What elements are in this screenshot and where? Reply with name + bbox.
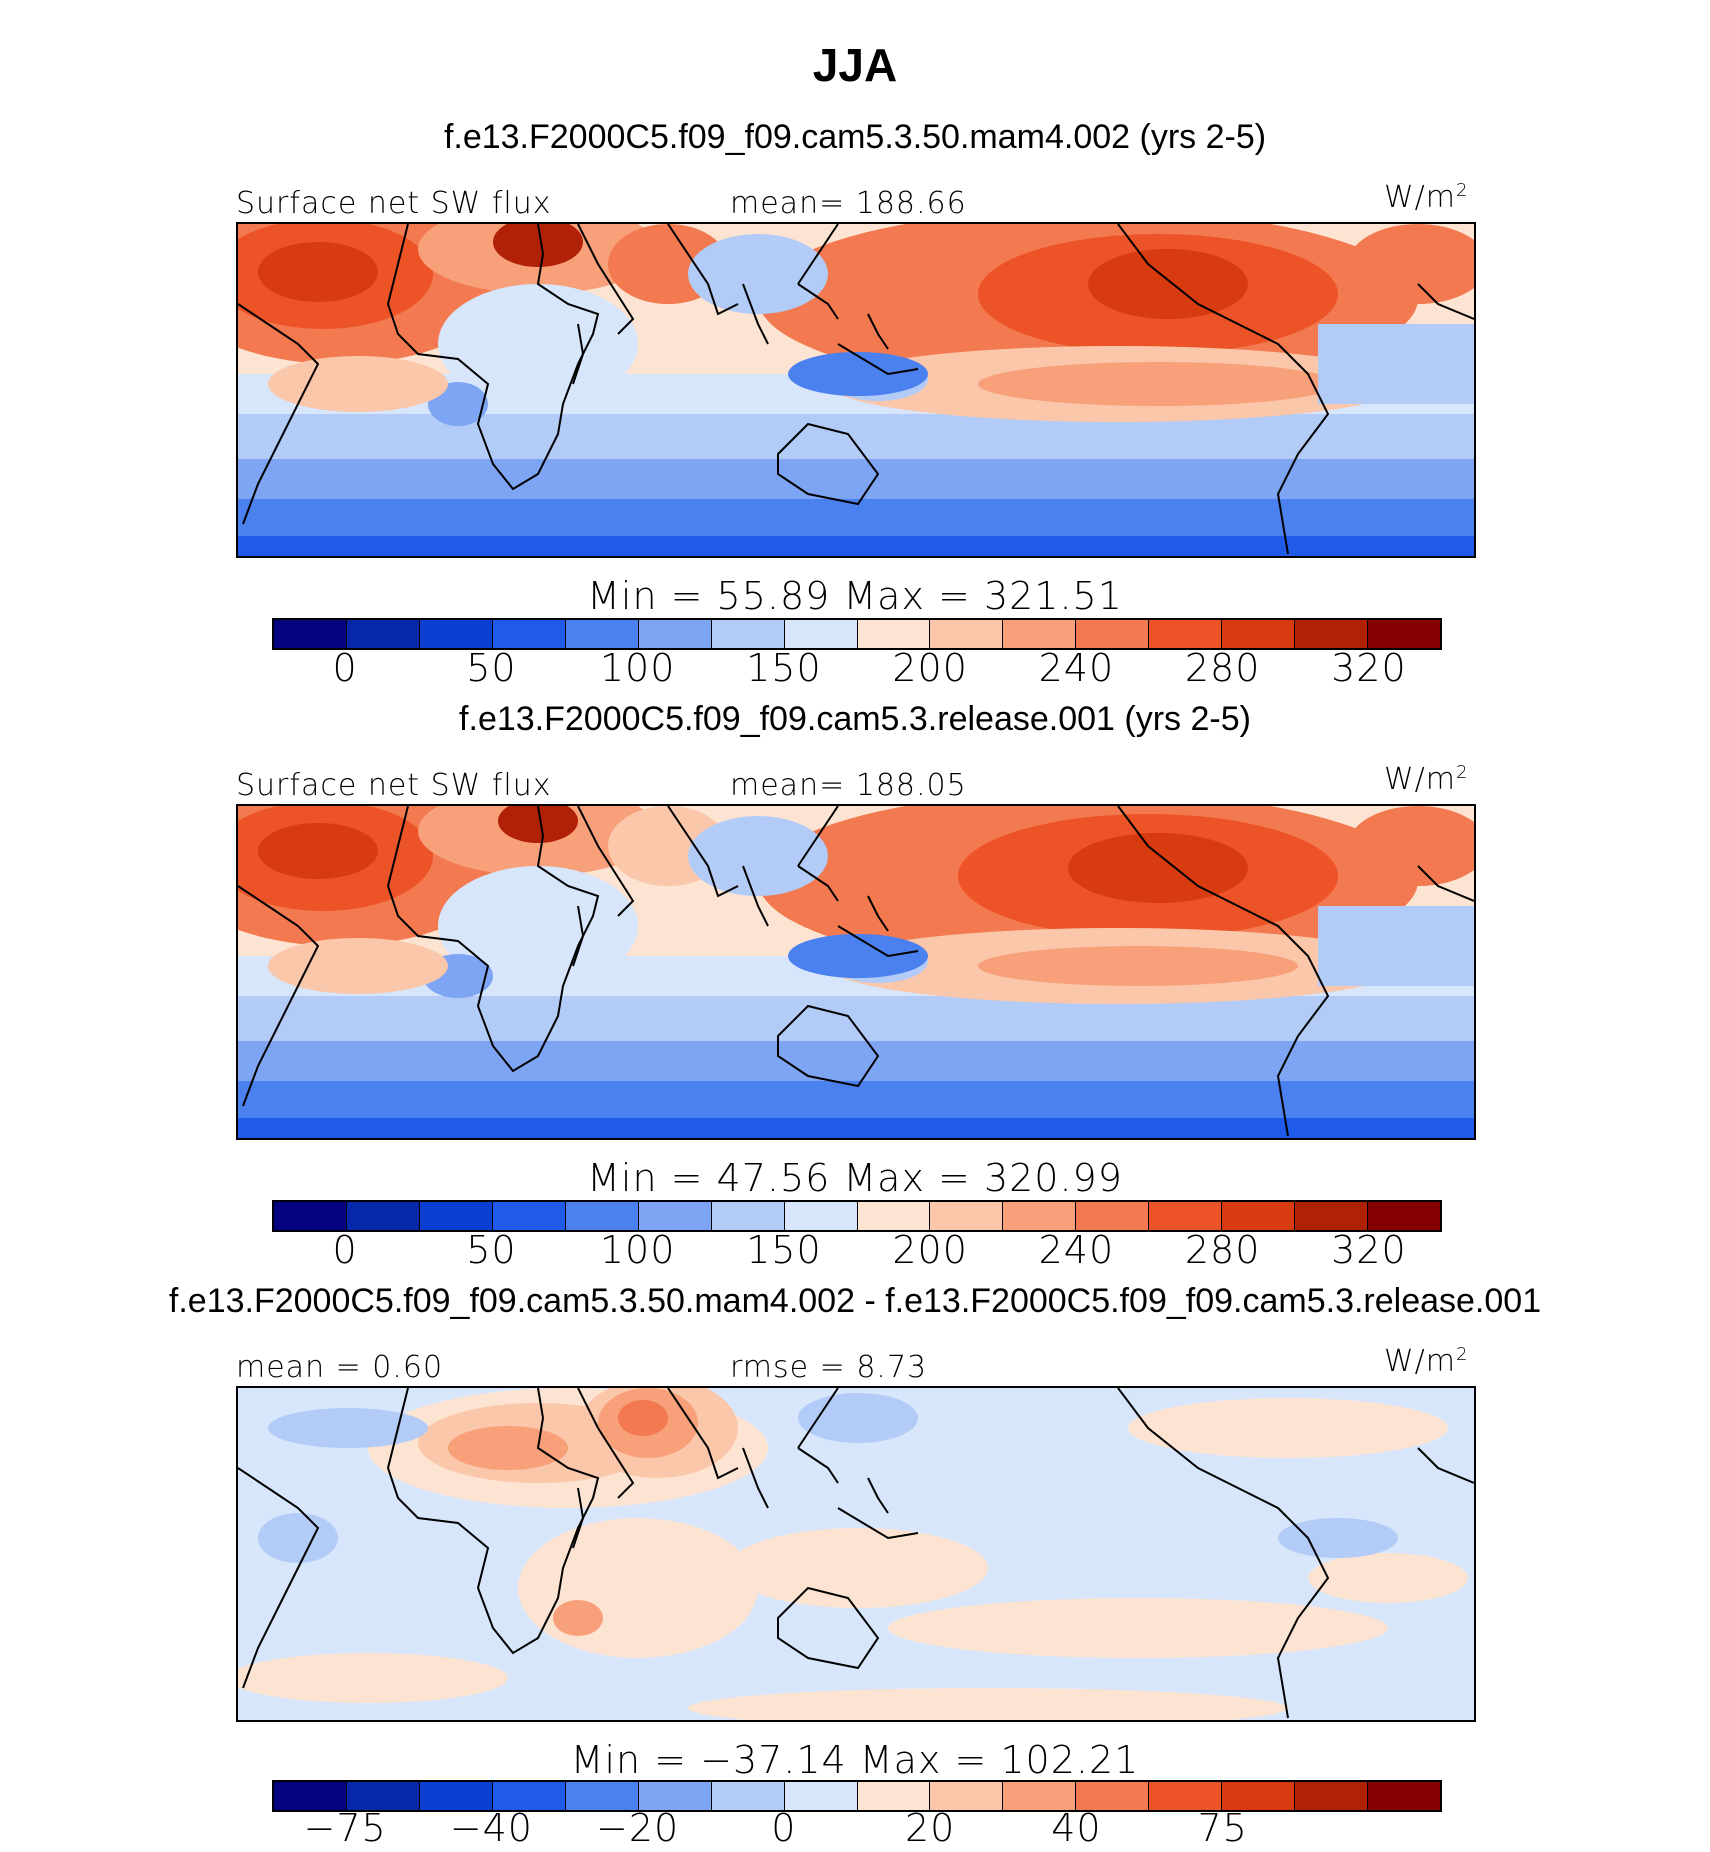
colorbar-tick-label: 40 <box>1051 1806 1102 1850</box>
colorbar-swatch <box>1148 1202 1222 1230</box>
colorbar-swatch <box>564 620 638 648</box>
colorbar-swatch <box>1075 1202 1149 1230</box>
panel-2-variable-label: Surface net SW flux <box>236 768 552 803</box>
colorbar-swatch <box>783 1782 857 1810</box>
panel-3-units: W/m2 <box>1384 1344 1469 1379</box>
panel-2-units: W/m2 <box>1384 762 1469 797</box>
colorbar-swatch <box>418 1782 492 1810</box>
colorbar-swatch <box>345 620 419 648</box>
colorbar-tick-label: 50 <box>466 646 517 690</box>
colorbar-swatch <box>564 1202 638 1230</box>
colorbar-swatch <box>564 1782 638 1810</box>
colorbar-swatch <box>1221 1782 1295 1810</box>
panel-1-colorbar-ticks: 0 50 100 150 200 240 280 320 <box>0 646 1710 696</box>
panel-2-colorbar <box>272 1200 1442 1232</box>
colorbar-swatch <box>710 1782 784 1810</box>
colorbar-swatch <box>1075 620 1149 648</box>
colorbar-swatch <box>274 1782 346 1810</box>
panel-2-mean-label: mean= 188.05 <box>730 768 967 803</box>
colorbar-tick-label: −40 <box>449 1806 533 1850</box>
colorbar-tick-label: 150 <box>746 1228 822 1272</box>
colorbar-swatch <box>1221 1202 1295 1230</box>
panel-2-colorbar-ticks: 0 50 100 150 200 240 280 320 <box>0 1228 1710 1278</box>
panel-1-variable-label: Surface net SW flux <box>236 186 552 221</box>
colorbar-tick-label: 50 <box>466 1228 517 1272</box>
panel-1-title: f.e13.F2000C5.f09_f09.cam5.3.50.mam4.002… <box>443 118 1267 156</box>
panel-2-map <box>236 804 1476 1140</box>
panel-2-min-max: Min = 47.56 Max = 320.99 <box>587 1156 1123 1200</box>
colorbar-swatch <box>345 1782 419 1810</box>
colorbar-swatch <box>929 1782 1003 1810</box>
colorbar-swatch <box>274 1202 346 1230</box>
colorbar-tick-label: 280 <box>1184 646 1261 690</box>
colorbar-swatch <box>1002 1202 1076 1230</box>
colorbar-tick-label: 320 <box>1331 1228 1407 1272</box>
colorbar-tick-label: 20 <box>904 1806 956 1850</box>
colorbar-swatch <box>710 1202 784 1230</box>
colorbar-swatch <box>491 1202 565 1230</box>
colorbar-swatch <box>929 1202 1003 1230</box>
colorbar-tick-label: 240 <box>1038 1228 1115 1272</box>
colorbar-swatch <box>783 1202 857 1230</box>
colorbar-tick-label: −75 <box>303 1806 387 1850</box>
panel-2-title: f.e13.F2000C5.f09_f09.cam5.3.release.001… <box>459 700 1251 738</box>
colorbar-swatch <box>1367 1202 1440 1230</box>
colorbar-swatch <box>491 620 565 648</box>
colorbar-swatch <box>1148 620 1222 648</box>
colorbar-tick-label: 200 <box>892 646 968 690</box>
colorbar-tick-label: 75 <box>1197 1806 1248 1850</box>
colorbar-swatch <box>1148 1782 1222 1810</box>
colorbar-swatch <box>1367 1782 1440 1810</box>
colorbar-tick-label: 0 <box>332 1228 358 1272</box>
panel-3-mean-label: mean = 0.60 <box>236 1350 444 1385</box>
colorbar-swatch <box>1294 1202 1368 1230</box>
panel-3-map <box>236 1386 1476 1722</box>
panel-3-rmse-label: rmse = 8.73 <box>730 1350 928 1385</box>
colorbar-swatch <box>1221 620 1295 648</box>
colorbar-tick-label: 280 <box>1184 1228 1261 1272</box>
colorbar-swatch <box>783 620 857 648</box>
colorbar-swatch <box>1075 1782 1149 1810</box>
colorbar-swatch <box>1294 620 1368 648</box>
panel-3-title: f.e13.F2000C5.f09_f09.cam5.3.50.mam4.002… <box>168 1282 1542 1320</box>
panel-3-min-max: Min = −37.14 Max = 102.21 <box>570 1738 1140 1782</box>
colorbar-tick-label: 0 <box>332 646 358 690</box>
colorbar-swatch <box>856 1202 930 1230</box>
colorbar-swatch <box>856 1782 930 1810</box>
colorbar-swatch <box>710 620 784 648</box>
colorbar-swatch <box>637 620 711 648</box>
panel-3-colorbar-ticks: −75 −40 −20 0 20 40 75 <box>0 1806 1710 1852</box>
colorbar-tick-label: 100 <box>599 646 676 690</box>
colorbar-tick-label: 320 <box>1331 646 1407 690</box>
figure-title: JJA <box>812 39 898 91</box>
colorbar-swatch <box>1002 620 1076 648</box>
colorbar-tick-label: 200 <box>892 1228 968 1272</box>
colorbar-swatch <box>1294 1782 1368 1810</box>
colorbar-tick-label: 150 <box>746 646 822 690</box>
colorbar-swatch <box>637 1202 711 1230</box>
colorbar-swatch <box>418 1202 492 1230</box>
colorbar-swatch <box>1367 620 1440 648</box>
panel-1-units: W/m2 <box>1384 180 1469 215</box>
panel-1-mean-label: mean= 188.66 <box>730 186 967 221</box>
colorbar-tick-label: 100 <box>599 1228 676 1272</box>
colorbar-swatch <box>929 620 1003 648</box>
panel-1-colorbar <box>272 618 1442 650</box>
colorbar-swatch <box>637 1782 711 1810</box>
colorbar-tick-label: −20 <box>596 1806 680 1850</box>
colorbar-swatch <box>274 620 346 648</box>
panel-3-colorbar <box>272 1780 1442 1812</box>
panel-1-min-max: Min = 55.89 Max = 321.51 <box>587 574 1123 618</box>
colorbar-swatch <box>491 1782 565 1810</box>
colorbar-swatch <box>345 1202 419 1230</box>
colorbar-swatch <box>418 620 492 648</box>
panel-1-map <box>236 222 1476 558</box>
colorbar-tick-label: 240 <box>1038 646 1115 690</box>
colorbar-swatch <box>1002 1782 1076 1810</box>
colorbar-swatch <box>856 620 930 648</box>
colorbar-tick-label: 0 <box>771 1806 797 1850</box>
